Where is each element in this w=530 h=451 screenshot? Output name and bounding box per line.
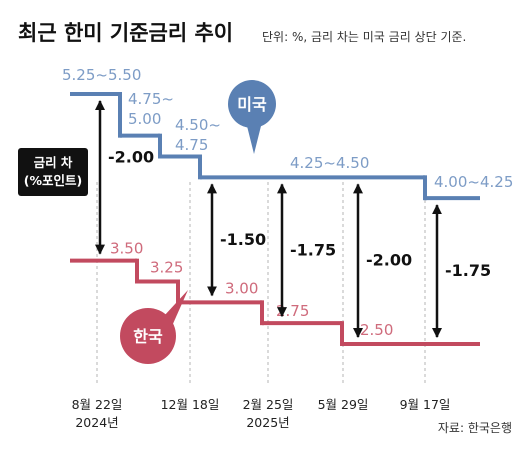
value-label: 3.25 (150, 258, 183, 276)
legend-marker (120, 308, 176, 364)
source: 자료: 한국은행 (438, 420, 512, 435)
legend-label: 미국 (237, 95, 267, 114)
chart-subtitle: 단위: %, 금리 차는 미국 금리 상단 기준. (262, 30, 466, 44)
x-tick-label: 8월 22일 2024년 (72, 397, 123, 430)
value-label: 4.25~4.50 (290, 154, 369, 172)
x-tick-label: 5월 29일 (318, 397, 369, 412)
gap-badge (18, 148, 88, 196)
value-label: 2.50 (360, 321, 393, 339)
value-label: 5.25~5.50 (62, 66, 141, 84)
gap-title: 금리 차 (%포인트) (24, 155, 82, 188)
gap-label: -2.00 (366, 250, 412, 269)
value-label: 3.50 (110, 239, 143, 257)
x-tick-label: 2월 25일 2025년 (243, 397, 294, 430)
legend-pointer (246, 122, 262, 154)
legend-pointer (164, 290, 188, 326)
x-tick-label: 12월 18일 (161, 397, 220, 412)
value-label: 3.00 (225, 279, 258, 297)
chart-title: 최근 한미 기준금리 추이 (18, 21, 233, 45)
gap-label: -1.75 (290, 240, 336, 259)
value-label: 4.00~4.25 (434, 173, 513, 191)
gap-label: -1.75 (445, 261, 491, 280)
legend-marker (228, 80, 276, 128)
gap-label: -1.50 (220, 229, 266, 248)
legend-label: 한국 (133, 327, 163, 346)
x-tick-label: 9월 17일 (400, 397, 451, 412)
value-label: 4.75~ 5.00 (128, 90, 174, 128)
value-label: 4.50~ 4.75 (175, 116, 221, 154)
gap-label: -2.00 (108, 147, 154, 166)
